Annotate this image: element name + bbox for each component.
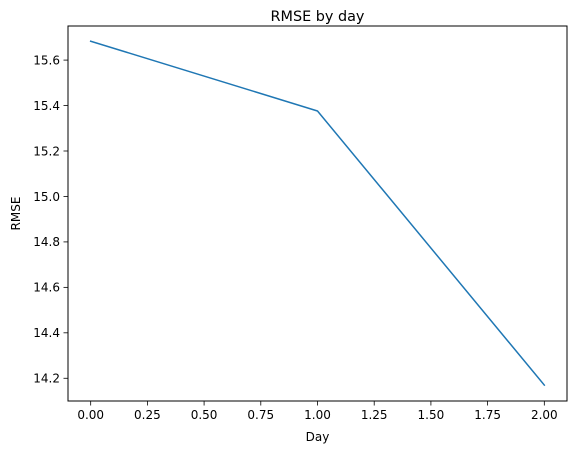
x-tick-label: 1.75 — [474, 408, 501, 422]
x-axis-ticks: 0.00 0.25 0.50 0.75 1.00 1.25 1.50 1.75 2.00 — [77, 401, 558, 422]
y-tick-label: 15.6 — [33, 53, 60, 67]
y-axis-label: RMSE — [9, 197, 23, 231]
x-tick-label: 1.25 — [361, 408, 388, 422]
x-tick-label: 0.25 — [134, 408, 161, 422]
plot-area: 0.00 0.25 0.50 0.75 1.00 1.25 1.50 1.75 2.00 14.… — [33, 25, 568, 422]
y-tick-label: 14.8 — [33, 235, 60, 249]
axes-frame — [67, 25, 568, 402]
x-tick-label: 1.00 — [304, 408, 331, 422]
x-axis-label: Day — [306, 430, 330, 444]
x-tick-label: 2.00 — [531, 408, 558, 422]
series-line — [89, 40, 546, 387]
y-tick-label: 15.0 — [33, 190, 60, 204]
y-axis-ticks: 14.2 14.4 14.6 14.8 15.0 15.2 15.4 15.6 — [33, 53, 68, 386]
chart-title: RMSE by day — [271, 9, 365, 25]
series-layer — [89, 40, 546, 387]
x-tick-label: 0.75 — [247, 408, 274, 422]
y-tick-label: 14.4 — [33, 326, 60, 340]
y-tick-label: 15.2 — [33, 144, 60, 158]
y-tick-label: 15.4 — [33, 99, 60, 113]
y-tick-label: 14.6 — [33, 281, 60, 295]
x-tick-label: 1.50 — [418, 408, 445, 422]
x-tick-label: 0.00 — [77, 408, 104, 422]
x-tick-label: 0.50 — [191, 408, 218, 422]
y-tick-label: 14.2 — [33, 372, 60, 386]
